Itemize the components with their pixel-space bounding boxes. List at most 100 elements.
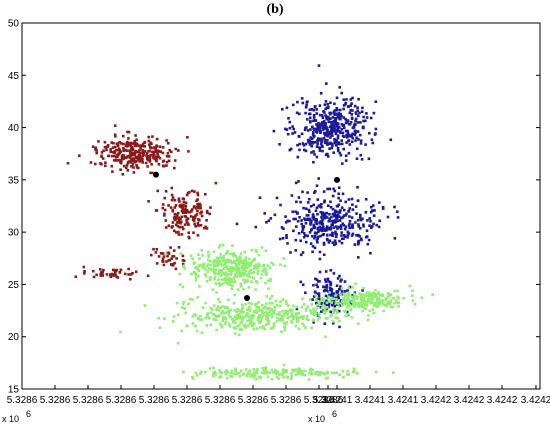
- point: [215, 328, 218, 332]
- point: [137, 144, 141, 148]
- point: [247, 306, 251, 309]
- point: [313, 105, 317, 109]
- point: [224, 252, 228, 255]
- point: [241, 303, 244, 307]
- point: [331, 116, 335, 119]
- point: [347, 286, 350, 290]
- point: [310, 310, 313, 313]
- point: [151, 155, 155, 159]
- point: [311, 234, 314, 238]
- point: [153, 146, 156, 149]
- point: [359, 139, 363, 142]
- point: [116, 144, 120, 148]
- point: [285, 106, 289, 110]
- point: [244, 258, 247, 262]
- point: [318, 146, 321, 149]
- point: [242, 311, 246, 314]
- point: [350, 295, 354, 299]
- point: [289, 315, 293, 318]
- point: [299, 200, 302, 204]
- point: [264, 249, 268, 252]
- point: [203, 262, 206, 266]
- point: [285, 311, 288, 315]
- point: [321, 149, 324, 153]
- point: [338, 373, 341, 377]
- point: [174, 231, 178, 234]
- point: [206, 263, 210, 266]
- point: [357, 233, 360, 237]
- point: [312, 283, 315, 287]
- point: [354, 221, 357, 224]
- point: [354, 294, 357, 298]
- point: [135, 160, 138, 163]
- point: [366, 294, 370, 298]
- point: [193, 222, 196, 226]
- point: [294, 324, 298, 328]
- point: [161, 259, 164, 263]
- point: [357, 240, 360, 243]
- point: [319, 126, 322, 130]
- point: [295, 200, 298, 204]
- point: [367, 299, 370, 302]
- point: [329, 131, 333, 135]
- point: [268, 310, 272, 313]
- point: [170, 150, 173, 154]
- point: [356, 242, 360, 246]
- point: [343, 235, 347, 238]
- point: [220, 324, 223, 327]
- point: [323, 302, 327, 305]
- point: [217, 268, 221, 272]
- point: [182, 300, 186, 304]
- point: [314, 190, 317, 193]
- point: [389, 293, 393, 297]
- point: [261, 303, 264, 307]
- point: [334, 214, 338, 217]
- point: [282, 363, 286, 367]
- point: [130, 152, 134, 155]
- point: [121, 173, 125, 176]
- point: [323, 111, 326, 114]
- point: [309, 205, 313, 208]
- point: [371, 141, 375, 145]
- point: [273, 324, 276, 327]
- point: [216, 259, 220, 263]
- point: [326, 306, 329, 309]
- point: [326, 187, 329, 191]
- point: [163, 317, 166, 320]
- point: [327, 280, 330, 283]
- point: [317, 64, 321, 67]
- point: [307, 218, 311, 222]
- point: [297, 311, 300, 315]
- point: [316, 292, 319, 296]
- point: [163, 214, 166, 217]
- point: [364, 119, 367, 123]
- point: [214, 268, 218, 272]
- point: [229, 315, 233, 319]
- point: [340, 216, 343, 220]
- point: [270, 294, 274, 298]
- point: [213, 313, 217, 317]
- point: [346, 230, 350, 234]
- point: [186, 136, 189, 139]
- point: [284, 215, 287, 218]
- point: [140, 159, 143, 163]
- point: [334, 220, 338, 224]
- series-dark-red: [66, 124, 218, 281]
- point: [267, 320, 270, 324]
- point: [268, 266, 272, 270]
- point: [291, 312, 294, 316]
- point: [316, 235, 320, 239]
- point: [154, 209, 158, 212]
- point: [353, 243, 357, 246]
- point: [344, 314, 347, 318]
- point: [350, 102, 353, 105]
- point: [256, 281, 259, 284]
- point: [329, 206, 333, 209]
- point: [236, 315, 239, 319]
- point: [246, 274, 249, 277]
- point: [332, 302, 335, 305]
- point: [182, 197, 186, 201]
- point: [350, 135, 353, 138]
- point: [247, 262, 250, 266]
- point: [321, 218, 324, 222]
